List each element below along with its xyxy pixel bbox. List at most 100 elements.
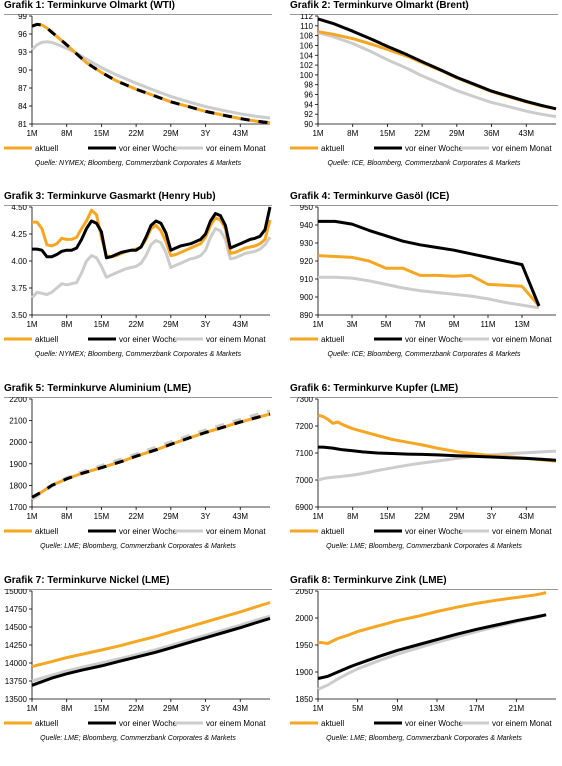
- x-tick-label: 15M: [380, 512, 396, 521]
- legend-label: vor einem Monat: [492, 719, 552, 728]
- legend-label: vor einem Monat: [206, 335, 266, 344]
- x-tick-label: 1M: [26, 129, 37, 138]
- chart-title-text: Terminkurve Gasöl (ICE): [330, 191, 450, 202]
- x-tick-label: 15M: [94, 512, 110, 521]
- x-tick-label: 21M: [509, 704, 525, 713]
- x-tick-label: 3Y: [487, 512, 497, 521]
- x-tick-label: 43M: [232, 320, 248, 329]
- chart-panel-1: Grafik 1: Terminkurve Olmarkt (WTI) 99 96 9…: [0, 0, 276, 188]
- y-tick-label: 900: [300, 293, 314, 302]
- x-tick-label: 22M: [414, 512, 430, 521]
- legend-label: vor einer Woche: [119, 335, 178, 344]
- series-line-3: [31, 409, 271, 501]
- x-tick-label: 8M: [61, 320, 72, 329]
- x-tick-label: 15M: [94, 320, 110, 329]
- x-tick-label: 22M: [128, 320, 144, 329]
- series-line-2: [31, 616, 271, 687]
- chart-title-text: Terminkurve Aluminium (LME): [44, 383, 192, 394]
- x-tick-label: 1M: [26, 704, 37, 713]
- y-tick-label: 106: [300, 41, 314, 50]
- legend-label: vor einer Woche: [405, 144, 464, 153]
- chart-title: Grafik 2: Terminkurve Olmarkt (Brent): [290, 0, 558, 15]
- y-tick-label: 93: [18, 48, 27, 57]
- x-tick-label: 43M: [232, 512, 248, 521]
- chart-panel-2: Grafik 2: Terminkurve Olmarkt (Brent) 112…: [286, 0, 562, 188]
- x-tick-label: 36M: [484, 129, 500, 138]
- x-tick-label: 13M: [429, 704, 445, 713]
- x-tick-label: 15M: [380, 129, 396, 138]
- x-tick-label: 43M: [518, 129, 534, 138]
- chart-panel-8: Grafik 8: Terminkurve Zink (LME) 2050 2000…: [286, 575, 562, 763]
- legend-label: vor einer Woche: [405, 335, 464, 344]
- chart-title: Grafik 4: Terminkurve Gasöl (ICE): [290, 191, 558, 206]
- series-line-3: [317, 449, 557, 482]
- chart-source: Quelle: NYMEX; Bloomberg, Commerzbank Co…: [34, 160, 242, 167]
- x-tick-label: 3Y: [201, 704, 211, 713]
- chart-title-prefix: Grafik 2:: [290, 0, 331, 11]
- legend-label: aktuell: [321, 527, 344, 536]
- y-tick-label: 108: [300, 32, 314, 41]
- y-tick-label: 100: [300, 71, 314, 80]
- series-line-2: [317, 613, 547, 680]
- series-line-3: [30, 40, 271, 120]
- y-tick-label: 13500: [5, 695, 28, 704]
- x-tick-label: 43M: [232, 704, 248, 713]
- y-tick-label: 4.25: [11, 230, 27, 239]
- y-tick-label: 15000: [5, 589, 28, 596]
- legend-label: vor einer Woche: [405, 719, 464, 728]
- series-line-3: [317, 31, 557, 119]
- y-tick-label: 90: [18, 66, 27, 75]
- y-tick-label: 1850: [295, 695, 313, 704]
- chart-source: Quelle: ICE; Bloomberg, Commerzbank Corp…: [327, 351, 521, 358]
- y-tick-label: 14500: [5, 623, 28, 632]
- legend-label: vor einem Monat: [492, 335, 552, 344]
- x-tick-label: 11M: [481, 320, 496, 329]
- y-tick-label: 2100: [9, 417, 27, 426]
- y-tick-label: 98: [304, 81, 313, 90]
- y-tick-label: 104: [300, 51, 314, 60]
- x-tick-label: 29M: [163, 512, 179, 521]
- chart-source: Quelle: LME; Bloomberg, Commerzbank Corp…: [40, 735, 236, 742]
- chart-title: Grafik 3: Terminkurve Gasmarkt (Henry Hu…: [4, 191, 272, 206]
- y-tick-label: 1900: [295, 668, 313, 677]
- chart-source: Quelle: LME; Bloomberg, Commerzbank Corp…: [40, 543, 236, 550]
- y-tick-label: 890: [300, 311, 314, 320]
- chart-title: Grafik 6: Terminkurve Kupfer (LME): [290, 383, 558, 398]
- chart-source: Quelle: NYMEX; Bloomberg, Commerzbank Co…: [34, 351, 242, 358]
- y-tick-label: 87: [18, 84, 27, 93]
- series-line-2: [317, 17, 557, 111]
- series-line-2: [31, 22, 271, 125]
- chart-title-text: Terminkurve Olmarkt (WTI): [44, 0, 175, 11]
- x-tick-label: 8M: [61, 704, 72, 713]
- legend-label: aktuell: [321, 719, 344, 728]
- legend-label: vor einem Monat: [206, 719, 266, 728]
- x-tick-label: 3Y: [201, 129, 211, 138]
- x-tick-label: 15M: [94, 129, 110, 138]
- y-tick-label: 4.50: [11, 205, 27, 212]
- legend-label: aktuell: [35, 144, 58, 153]
- y-tick-label: 940: [300, 221, 314, 230]
- y-tick-label: 2050: [295, 589, 313, 596]
- chart-source: Quelle: LME; Bloomberg, Commerzbank Corp…: [326, 543, 522, 550]
- y-tick-label: 84: [18, 102, 27, 111]
- series-line-3: [318, 275, 540, 310]
- x-tick-label: 8M: [61, 129, 72, 138]
- y-tick-label: 112: [300, 14, 313, 21]
- y-tick-label: 2200: [9, 397, 27, 404]
- legend-label: vor einer Woche: [405, 527, 464, 536]
- chart-title-prefix: Grafik 7:: [4, 575, 45, 586]
- y-tick-label: 2000: [295, 614, 313, 623]
- x-tick-label: 8M: [347, 512, 358, 521]
- x-tick-label: 8M: [61, 512, 72, 521]
- chart-title-prefix: Grafik 4:: [290, 191, 331, 202]
- chart-panel-3: Grafik 3: Terminkurve Gasmarkt (Henry Hu…: [0, 191, 276, 379]
- y-tick-label: 950: [300, 205, 314, 212]
- y-tick-label: 1900: [9, 460, 27, 469]
- y-tick-label: 7000: [295, 476, 313, 485]
- legend-label: vor einer Woche: [119, 527, 178, 536]
